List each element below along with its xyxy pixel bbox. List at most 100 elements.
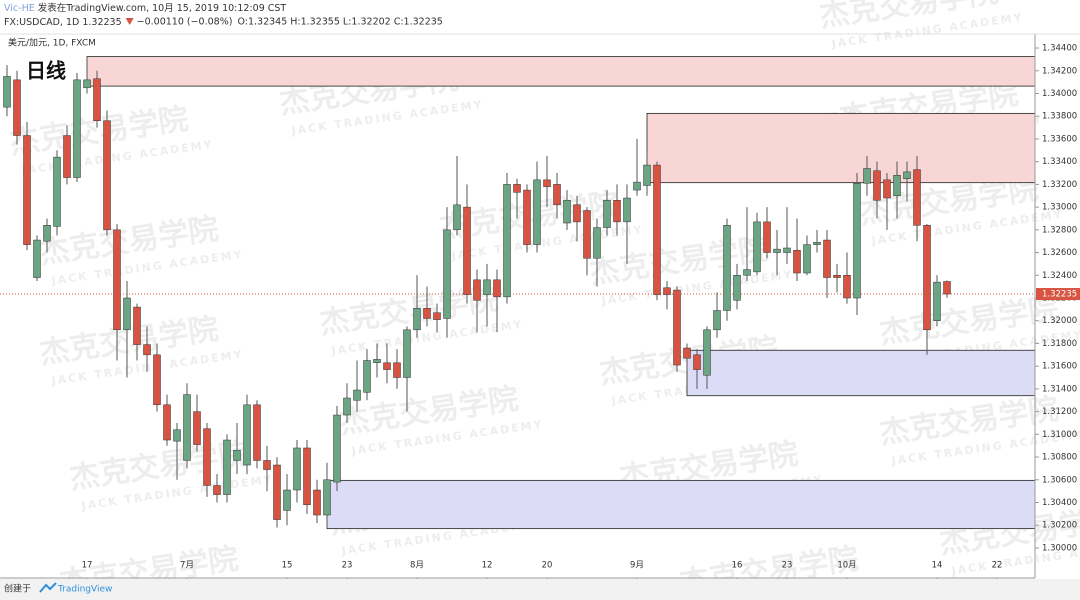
candle-body [813,242,821,245]
x-tick-label: 12 [482,561,493,571]
footer-brand[interactable]: TradingView [57,585,112,595]
zone [86,56,1036,87]
candle-body [893,175,901,196]
candle-body [393,362,401,378]
candle-body [743,269,751,276]
y-tick-label: 1.31400 [1042,384,1077,394]
candle-body [193,411,201,445]
candle-body [753,221,761,273]
header-line: Vic-HE 发表在TradingView.com, 10月 15, 2019 … [4,2,286,14]
brand-logo [39,582,57,593]
y-tick-label: 1.30800 [1042,453,1077,463]
change: −0.00110 (−0.08%) [137,17,233,28]
y-tick-label: 1.33000 [1042,203,1077,213]
candle-body [243,404,251,466]
y-tick-label: 1.32400 [1042,271,1077,281]
candle-body [543,179,551,187]
candle-body [603,200,611,228]
candle-body [843,275,851,299]
candle-body [913,169,921,226]
candle-body [133,306,141,345]
candle-body [593,227,601,259]
candle-body [883,179,891,199]
y-tick-label: 1.33400 [1042,157,1077,167]
y-tick-label: 1.31200 [1042,407,1077,417]
candle-body [483,279,491,295]
candle-body [53,156,61,227]
candle-body [553,184,561,206]
x-tick-label: 8月 [410,561,424,571]
header-values: −0.00110 (−0.08%) O:1.32345 H:1.32355 L:1… [125,17,443,28]
candle-body [803,244,811,274]
candle-body [283,489,291,511]
y-tick-label: 1.33600 [1042,134,1077,144]
candle-body [733,275,741,301]
candle-body [153,354,161,406]
candle-body [323,479,331,516]
candle-body [373,359,381,364]
candle-body [823,239,831,278]
candle-body [903,171,911,179]
x-tick-label: 7月 [180,561,194,571]
candle-body [63,135,71,178]
candle-body [233,449,241,461]
candle-body [783,247,791,253]
author: Vic-HE [4,3,35,14]
candle-body [383,362,391,370]
y-tick-label: 1.32000 [1042,316,1077,326]
candle-body [203,428,211,486]
candle-body [563,200,571,224]
candle-body [673,289,681,366]
candle-body [213,485,221,495]
candle-body [443,229,451,319]
candle-body [93,78,101,122]
candle-body [613,200,621,223]
candle-body [143,344,151,356]
candle-body [503,184,511,298]
candle-body [773,248,781,253]
candle-body [43,225,51,242]
candle-body [423,307,431,319]
candle-body [273,464,281,520]
candle-body [123,297,131,331]
candle-body [623,197,631,223]
candle-body [403,329,411,378]
candle-body [683,347,691,359]
x-tick-label: 14 [932,561,943,571]
x-tick-label: 23 [342,561,353,571]
y-tick-label: 1.30600 [1042,475,1077,485]
candle-body [253,404,261,461]
y-tick-label: 1.34200 [1042,66,1077,76]
y-tick-label: 1.30000 [1042,543,1077,553]
candle-body [113,229,121,331]
symbol-line: FX:USDCAD, 1D 1.32235 [4,17,122,28]
y-tick-label: 1.33800 [1042,112,1077,122]
y-tick-label: 1.32600 [1042,248,1077,258]
zone [686,349,1036,397]
candle-body [793,250,801,274]
y-tick-label: 1.32800 [1042,225,1077,235]
footer-created: 创建于 [4,583,31,595]
candle-body [653,164,661,295]
candle-body [103,120,111,231]
candle-body [33,239,41,278]
candle-body [433,312,441,320]
y-tick-label: 1.33200 [1042,180,1077,190]
zone [646,112,1036,184]
candle-body [583,210,591,259]
candle-body [863,168,871,184]
candle-body [173,429,181,442]
candle-body [663,287,671,295]
zone [326,479,1036,530]
y-tick-label: 1.30200 [1042,521,1077,531]
candle-body [493,279,501,298]
y-tick-label: 1.34000 [1042,89,1077,99]
candle-body [453,204,461,231]
x-tick-label: 17 [82,561,93,571]
x-tick-label: 16 [732,561,743,571]
candle-body [473,279,481,301]
x-tick-label: 15 [282,561,293,571]
candle-body [693,354,701,370]
candle-body [943,281,951,295]
